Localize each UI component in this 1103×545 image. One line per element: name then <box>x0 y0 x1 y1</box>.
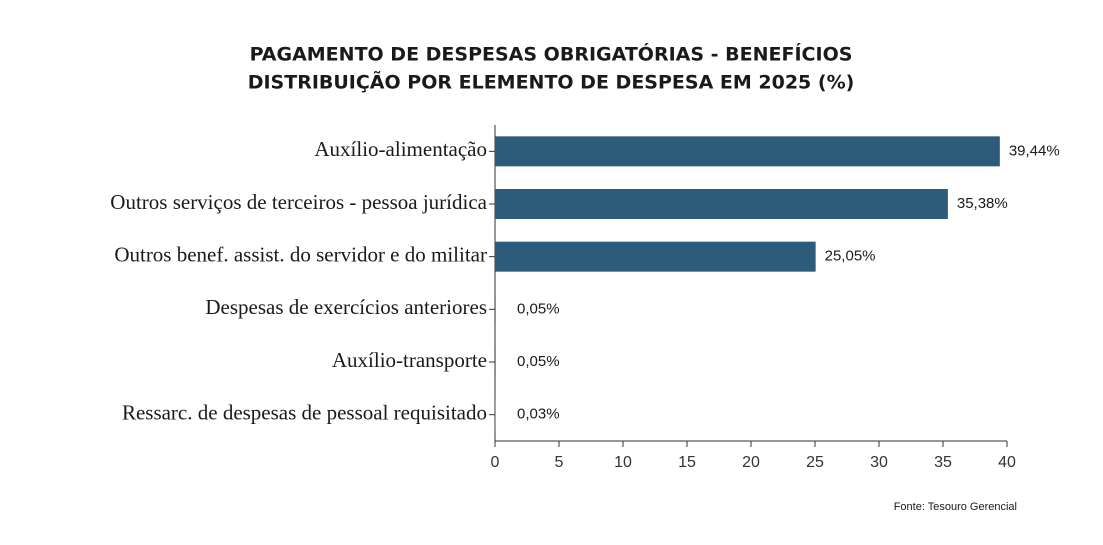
bar <box>495 189 948 219</box>
value-label: 25,05% <box>825 248 876 265</box>
x-tick-label: 0 <box>491 454 500 471</box>
value-label: 39,44% <box>1009 142 1060 159</box>
chart-title: PAGAMENTO DE DESPESAS OBRIGATÓRIAS - BEN… <box>250 42 853 66</box>
x-tick-label: 10 <box>614 454 632 471</box>
x-tick-label: 25 <box>806 454 824 471</box>
category-label: Auxílio-transporte <box>332 348 487 372</box>
bar <box>495 136 1000 167</box>
chart-subtitle: DISTRIBUIÇÃO POR ELEMENTO DE DESPESA EM … <box>248 70 855 94</box>
x-tick-label: 30 <box>870 454 888 471</box>
category-label: Outros benef. assist. do servidor e do m… <box>114 242 487 266</box>
category-label: Auxílio-alimentação <box>314 137 487 161</box>
category-label: Outros serviços de terceiros - pessoa ju… <box>110 190 487 214</box>
x-tick-label: 15 <box>678 454 696 471</box>
source: Fonte: Tesouro Gerencial <box>894 501 1017 513</box>
bar <box>495 294 496 325</box>
x-tick-label: 5 <box>555 454 564 471</box>
value-label: 0,03% <box>517 406 560 423</box>
category-label: Ressarc. de despesas de pessoal requisit… <box>122 400 487 424</box>
value-label: 35,38% <box>957 195 1008 212</box>
x-tick-label: 20 <box>742 454 760 471</box>
x-tick-label: 35 <box>934 454 952 471</box>
value-label: 0,05% <box>517 300 560 317</box>
value-label: 0,05% <box>517 353 560 370</box>
bar <box>495 241 816 272</box>
bar <box>495 347 496 377</box>
category-label: Despesas de exercícios anteriores <box>205 295 487 319</box>
x-tick-label: 40 <box>998 454 1016 471</box>
